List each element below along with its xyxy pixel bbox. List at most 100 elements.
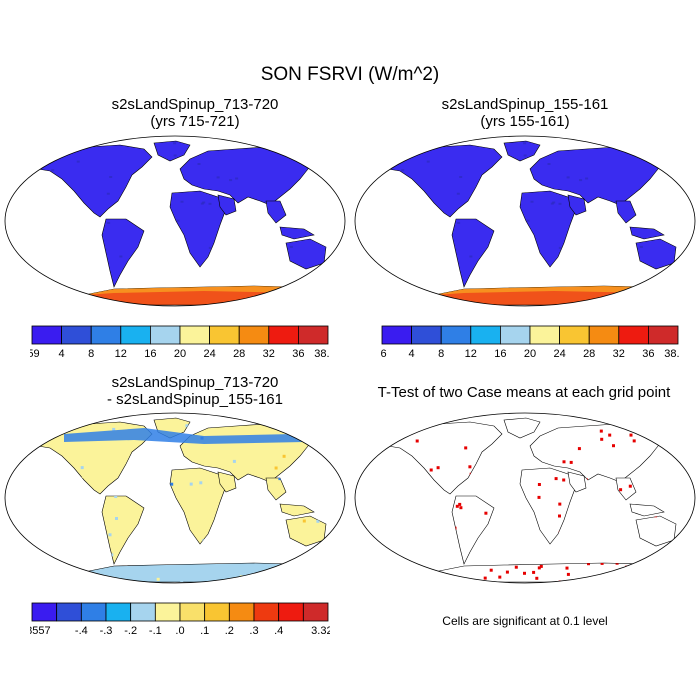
colorbar-difference-swatch [105,602,132,622]
colorbar-case1-tick-label: 8 [88,348,94,359]
colorbar-case1-tick-label: 24 [203,348,215,359]
colorbar-difference-tick-label: .0 [175,625,184,636]
colorbar-difference-swatch [31,602,58,622]
colorbar-difference-swatch [154,602,181,622]
colorbar-case1-swatch [120,325,151,345]
landmass-indonesia [629,226,665,240]
landmass-greenland [153,140,191,162]
landmass-north-america [379,421,503,495]
colorbar-difference-tick-label: .4 [274,625,283,636]
colorbar-case1-tick-label: 32 [263,348,275,359]
panel-title-ttest: T-Test of two Case means at each grid po… [377,384,671,401]
colorbar-case2-swatch [647,325,679,345]
colorbar-case1-tick-label: 12 [115,348,127,359]
colorbar-case1-tick-label: 16 [144,348,156,359]
colorbar-difference-swatch [228,602,255,622]
colorbar-case2-swatch [381,325,413,345]
colorbar-difference-tick-label: -.2 [124,625,137,636]
colorbar-case1-swatch [297,325,329,345]
colorbar-difference-swatch [80,602,107,622]
colorbar-case2-tick-label: 16 [494,348,506,359]
landmass-antarctica [79,562,321,583]
landmass-australia [285,515,327,547]
colorbar-case1-swatch [61,325,92,345]
landmass-africa [519,190,577,268]
landmass-greenland [503,140,541,162]
colorbar-case1-swatch [209,325,240,345]
colorbar-case2-swatch [440,325,472,345]
landmass-arabia [567,471,587,493]
colorbar-case1-swatch [90,325,122,345]
panel-title-line1: s2sLandSpinup_713-720 [111,374,279,391]
panel-title-line2: (yrs 155-161) [480,113,570,130]
landmass-arabia [217,471,237,493]
colorbar-difference-swatch [179,602,206,622]
colorbar-case2-tick-label: 28 [583,348,595,359]
colorbar-difference-swatch [278,602,304,622]
colorbar-case2-swatch [500,325,531,345]
landmass-north-america [379,144,503,218]
colorbar-case2-tick-label: 38.16 [664,348,680,359]
significance-note: Cells are significant at 0.1 level [442,614,608,628]
colorbar-case1-swatch [31,325,63,345]
colorbar-case2-tick-label: 20 [524,348,536,359]
landmass-indochina [265,477,287,501]
colorbar-difference-tick-label: -.4 [75,625,88,636]
landmass-africa [169,467,227,545]
map-frame [4,412,346,584]
colorbar-difference: -1.8557 -.4 -.3 -.2 -.1 .0 .1 .2 .3 .4 3.3232 [30,602,330,636]
colorbar-case1: .59 4 8 12 16 20 24 28 32 36 38.17 [30,325,330,359]
map-difference [4,412,346,584]
panel-title-difference: s2sLandSpinup_713-720 - s2sLandSpinup_15… [45,374,345,408]
panel-title-line1: s2sLandSpinup_155-161 [441,96,609,113]
landmass-arabia [567,194,587,216]
colorbar-case2-tick-label: 8 [438,348,444,359]
colorbar-case2: .6 4 8 12 16 20 24 28 32 36 38.16 [380,325,680,359]
landmass-indochina [615,200,637,224]
landmass-greenland [503,417,541,439]
colorbar-case1-tick-label: 38.17 [314,348,330,359]
map-ttest [354,412,696,584]
colorbar-case1-swatch [268,325,299,345]
colorbar-case2-tick-label: 32 [613,348,625,359]
landmass-indonesia [629,503,665,517]
panel-title-case2: s2sLandSpinup_155-161 (yrs 155-161) [375,96,675,130]
colorbar-difference-tick-label: -.3 [100,625,113,636]
landmass-australia [285,238,327,270]
colorbar-case2-tick-label: 4 [409,348,415,359]
colorbar-difference-swatch [130,602,156,622]
colorbar-case1-swatch [150,325,181,345]
colorbar-case1-tick-label: 28 [233,348,245,359]
antarctica-edge [84,286,318,295]
colorbar-case1-swatch [179,325,211,345]
landmass-north-america [29,144,153,218]
landmass-eurasia [529,146,665,206]
colorbar-case1-swatch [238,325,270,345]
landmass-south-america [101,495,145,565]
map-case1 [4,135,346,307]
landmass-australia [635,238,677,270]
colorbar-case2-tick-label: 12 [465,348,477,359]
colorbar-difference-tick-label: -.1 [149,625,162,636]
panel-title-line2: - s2sLandSpinup_155-161 [107,391,283,408]
landmass-arabia [217,194,237,216]
antarctica-edge [434,286,668,295]
landmass-indochina [615,477,637,501]
panel-title-line1: s2sLandSpinup_713-720 [111,96,279,113]
map-frame [354,412,696,584]
map-case2 [354,135,696,307]
colorbar-difference-swatch [253,602,280,622]
map-frame [354,135,696,307]
panel-title-line2: (yrs 715-721) [150,113,240,130]
colorbar-difference-swatch [302,602,329,622]
colorbar-difference-tick-label: .1 [200,625,209,636]
landmass-antarctica [429,562,671,583]
colorbar-case2-swatch [559,325,590,345]
colorbar-case2-swatch [411,325,442,345]
map-frame [4,135,346,307]
colorbar-case1-tick-label: 36 [292,348,304,359]
colorbar-difference-swatch [56,602,82,622]
landmass-africa [169,190,227,268]
landmass-eurasia [529,423,665,483]
panel-title-case1: s2sLandSpinup_713-720 (yrs 715-721) [45,96,345,130]
